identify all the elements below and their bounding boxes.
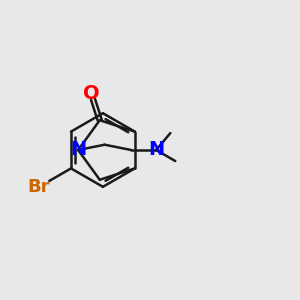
Text: O: O [82,84,99,103]
Text: N: N [70,140,86,160]
Text: Br: Br [27,178,50,196]
Text: N: N [148,140,164,160]
